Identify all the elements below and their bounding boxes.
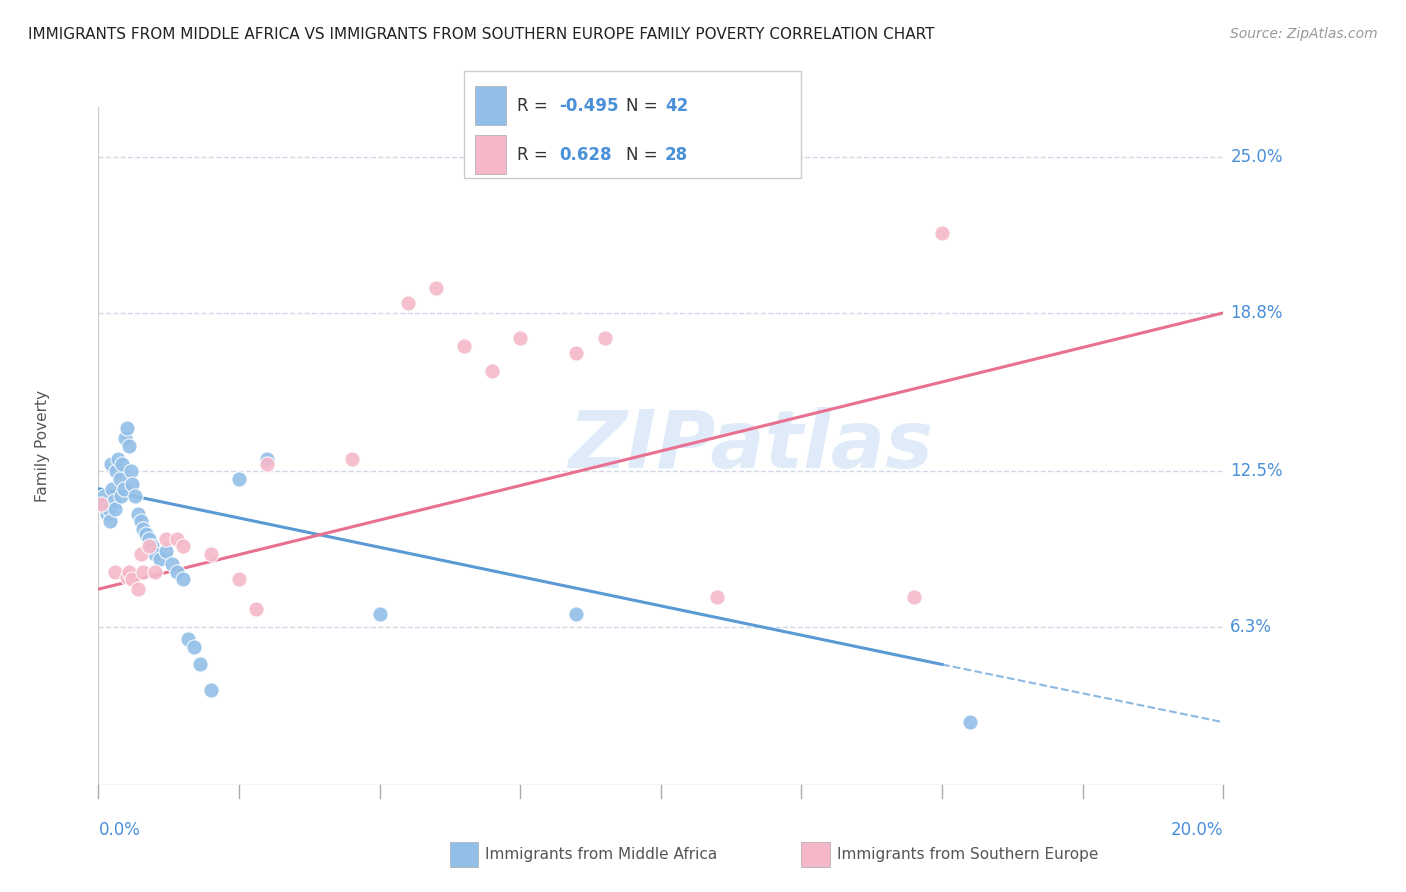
Point bbox=[101, 482, 124, 496]
Text: 20.0%: 20.0% bbox=[1171, 821, 1223, 838]
Point bbox=[118, 439, 141, 453]
Point bbox=[425, 281, 447, 295]
Point bbox=[166, 565, 188, 579]
Point bbox=[127, 582, 149, 596]
Point bbox=[340, 451, 363, 466]
Point bbox=[453, 338, 475, 352]
Point bbox=[959, 715, 981, 730]
Point bbox=[93, 489, 115, 503]
Point bbox=[115, 421, 138, 435]
Point bbox=[245, 602, 267, 616]
Point bbox=[481, 364, 503, 378]
Text: R =: R = bbox=[517, 146, 554, 164]
Point bbox=[706, 590, 728, 604]
Point bbox=[96, 507, 118, 521]
Point bbox=[132, 565, 155, 579]
Point bbox=[120, 464, 142, 478]
Point bbox=[228, 572, 250, 586]
Point bbox=[118, 565, 141, 579]
Text: 12.5%: 12.5% bbox=[1230, 462, 1282, 480]
Text: 0.0%: 0.0% bbox=[98, 821, 141, 838]
Point bbox=[124, 489, 146, 503]
Text: 42: 42 bbox=[665, 96, 689, 114]
Text: N =: N = bbox=[626, 96, 662, 114]
Text: ZIPatlas: ZIPatlas bbox=[568, 407, 934, 485]
Point bbox=[565, 346, 588, 360]
Point bbox=[177, 632, 200, 647]
Point bbox=[368, 607, 391, 622]
Text: IMMIGRANTS FROM MIDDLE AFRICA VS IMMIGRANTS FROM SOUTHERN EUROPE FAMILY POVERTY : IMMIGRANTS FROM MIDDLE AFRICA VS IMMIGRA… bbox=[28, 27, 935, 42]
Point bbox=[256, 451, 278, 466]
Point bbox=[200, 547, 222, 561]
Point bbox=[107, 451, 129, 466]
Point bbox=[188, 657, 211, 672]
Point bbox=[155, 532, 177, 546]
Point bbox=[104, 501, 127, 516]
Text: 18.8%: 18.8% bbox=[1230, 304, 1282, 322]
Text: 6.3%: 6.3% bbox=[1230, 618, 1272, 636]
Point bbox=[110, 489, 132, 503]
Point bbox=[143, 565, 166, 579]
Point bbox=[138, 532, 160, 546]
Point bbox=[931, 226, 953, 240]
Point bbox=[200, 682, 222, 697]
Text: Immigrants from Southern Europe: Immigrants from Southern Europe bbox=[837, 847, 1098, 862]
Point bbox=[593, 331, 616, 345]
Point bbox=[565, 607, 588, 622]
Point bbox=[103, 494, 125, 508]
Point bbox=[132, 522, 155, 536]
Text: Immigrants from Middle Africa: Immigrants from Middle Africa bbox=[485, 847, 717, 862]
Point bbox=[100, 457, 122, 471]
Point bbox=[228, 472, 250, 486]
Point bbox=[160, 557, 183, 571]
Point bbox=[105, 464, 128, 478]
Point bbox=[112, 482, 135, 496]
Point bbox=[114, 432, 136, 446]
Text: N =: N = bbox=[626, 146, 662, 164]
Point bbox=[108, 472, 131, 486]
Point bbox=[129, 547, 152, 561]
Text: 0.628: 0.628 bbox=[560, 146, 612, 164]
Point bbox=[143, 547, 166, 561]
Point bbox=[129, 514, 152, 528]
Text: 28: 28 bbox=[665, 146, 688, 164]
Text: Family Poverty: Family Poverty bbox=[35, 390, 49, 502]
Point bbox=[141, 540, 163, 554]
Point bbox=[155, 544, 177, 558]
Text: 25.0%: 25.0% bbox=[1230, 148, 1282, 166]
Point bbox=[121, 476, 143, 491]
Point bbox=[97, 501, 120, 516]
Point bbox=[172, 572, 194, 586]
Point bbox=[115, 569, 138, 583]
Text: R =: R = bbox=[517, 96, 554, 114]
Point bbox=[172, 540, 194, 554]
Point bbox=[256, 457, 278, 471]
Point bbox=[90, 497, 112, 511]
Point bbox=[135, 527, 157, 541]
Text: Source: ZipAtlas.com: Source: ZipAtlas.com bbox=[1230, 27, 1378, 41]
Point bbox=[903, 590, 925, 604]
Point bbox=[98, 514, 121, 528]
Point bbox=[166, 532, 188, 546]
Point bbox=[121, 572, 143, 586]
Point bbox=[509, 331, 531, 345]
Point bbox=[149, 552, 172, 566]
Point bbox=[104, 565, 127, 579]
Point bbox=[183, 640, 205, 654]
Point bbox=[90, 497, 112, 511]
Point bbox=[127, 507, 149, 521]
Point bbox=[396, 296, 419, 310]
Point bbox=[111, 457, 134, 471]
Point bbox=[138, 540, 160, 554]
Text: -0.495: -0.495 bbox=[560, 96, 619, 114]
